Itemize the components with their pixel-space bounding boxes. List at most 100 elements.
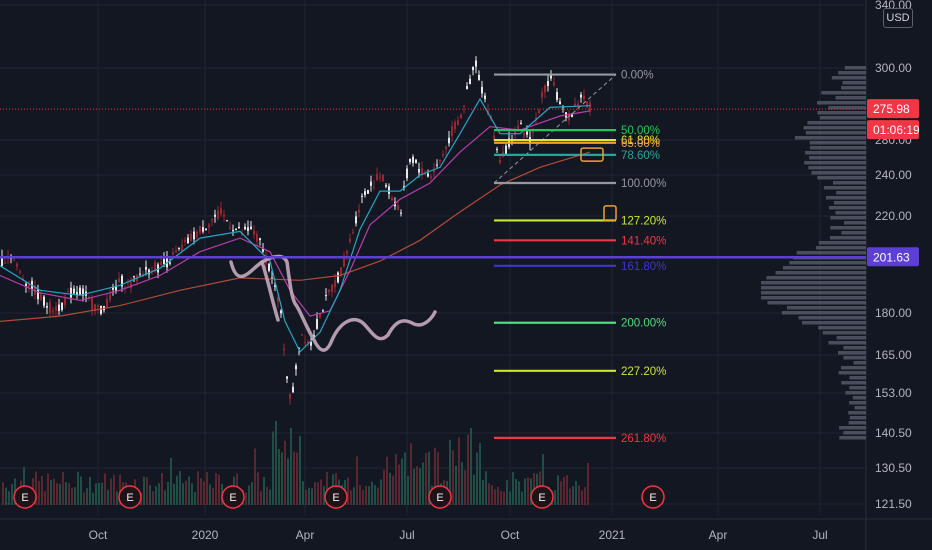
- price-tick-label: 153.00: [875, 386, 912, 400]
- profile-bar: [761, 281, 866, 285]
- price-axis[interactable]: 340.00300.00280.00240.00220.00180.00165.…: [875, 0, 912, 511]
- volume-bar: [188, 476, 190, 505]
- volume-bar: [191, 483, 193, 505]
- candle-body: [94, 304, 96, 312]
- volume-bar: [173, 483, 175, 505]
- profile-bar: [822, 331, 866, 335]
- volume-bar: [35, 471, 37, 505]
- candle-body: [571, 114, 573, 117]
- candle-body: [343, 255, 345, 267]
- time-axis[interactable]: Oct 2020 Apr Jul Oct 2021 Apr Jul: [89, 528, 828, 542]
- earnings-marker[interactable]: E: [221, 485, 245, 509]
- fib-level-label: 0.00%: [621, 70, 654, 82]
- profile-bar: [815, 246, 866, 250]
- earnings-marker[interactable]: E: [530, 485, 554, 509]
- profile-bar: [816, 101, 866, 105]
- candle-body: [481, 86, 483, 94]
- candle-body: [406, 168, 408, 179]
- volume-bar: [56, 483, 58, 505]
- earnings-marker-circle: [221, 485, 245, 509]
- candle-body: [382, 174, 384, 182]
- profile-bar: [804, 151, 866, 155]
- time-tick-label: Jul: [399, 528, 414, 542]
- profile-bar: [836, 336, 866, 340]
- candle-body: [364, 191, 366, 196]
- candle-body: [418, 168, 420, 173]
- profile-bar: [817, 111, 866, 115]
- volume-bar: [482, 479, 484, 505]
- volume-bar: [503, 491, 505, 505]
- volume-bar: [116, 491, 118, 505]
- candle-body: [16, 263, 18, 267]
- earnings-marker[interactable]: E: [324, 485, 348, 509]
- volume-bar: [95, 483, 97, 505]
- profile-bar: [848, 421, 866, 425]
- volume-bar: [587, 462, 589, 505]
- volume-bar: [251, 482, 253, 505]
- candle-body: [469, 78, 471, 85]
- volume-bar: [521, 491, 523, 505]
- volume-bar: [2, 482, 4, 505]
- volume-bar: [578, 485, 580, 505]
- candle-body: [430, 176, 432, 178]
- volume-bar: [464, 469, 466, 505]
- earnings-marker[interactable]: E: [118, 485, 142, 509]
- candle-body: [316, 319, 318, 329]
- horizontal-lines[interactable]: [0, 108, 866, 259]
- currency-button[interactable]: USD: [883, 8, 913, 28]
- price-labels: 275.98 01:06:19 201.63: [867, 99, 920, 267]
- candle-body: [67, 291, 69, 293]
- fib-target-box: [580, 147, 604, 162]
- candle-body: [193, 231, 195, 240]
- volume-bar: [470, 427, 472, 505]
- fib-level-label: 78.60%: [621, 150, 660, 162]
- time-tick-label: Jul: [812, 528, 827, 542]
- price-label-badge: [867, 120, 919, 140]
- volume-bar: [542, 453, 544, 505]
- volume-bar: [248, 485, 250, 505]
- candle-body: [214, 214, 216, 217]
- candle-body: [472, 66, 474, 71]
- earnings-marker[interactable]: E: [641, 485, 665, 509]
- candle-body: [208, 224, 210, 228]
- moving-averages: [0, 97, 591, 353]
- profile-bar: [854, 406, 866, 410]
- profile-bar: [828, 341, 866, 345]
- price-label-badge: [867, 247, 919, 267]
- profile-bar: [849, 401, 866, 405]
- earnings-marker[interactable]: E: [428, 485, 452, 509]
- volume-bar: [74, 487, 76, 505]
- candle-body: [151, 272, 153, 274]
- profile-bar: [818, 326, 866, 330]
- candle-body: [280, 310, 282, 314]
- volume-bar: [458, 437, 460, 505]
- volume-bar: [563, 476, 565, 505]
- price-label-text: 201.63: [873, 250, 910, 264]
- candle-body: [247, 227, 249, 231]
- candle-body: [118, 278, 120, 283]
- profile-bar: [808, 166, 866, 170]
- volume-bar: [155, 486, 157, 505]
- volume-bar: [425, 452, 427, 505]
- profile-bar: [839, 426, 866, 430]
- volume-bar: [353, 487, 355, 505]
- candle-body: [97, 305, 99, 307]
- volume-bar: [296, 452, 298, 505]
- candle-body: [58, 304, 60, 311]
- price-tick-label: 240.00: [875, 168, 912, 182]
- earnings-marker[interactable]: E: [13, 485, 37, 509]
- fibonacci-retracement[interactable]: 0.00% 50.00%61.80%65.00%78.60% 100.00% 127.…: [493, 70, 666, 445]
- candle-body: [199, 226, 201, 233]
- volume-bar: [281, 452, 283, 505]
- volume-bar: [104, 473, 106, 505]
- volume-bar: [395, 454, 397, 505]
- candle-body: [181, 244, 183, 251]
- volume-bar: [308, 487, 310, 505]
- volume-bar: [500, 490, 502, 505]
- candle-body: [523, 133, 525, 138]
- candle-body: [196, 231, 198, 238]
- candle-body: [76, 292, 78, 295]
- candle-body: [448, 137, 450, 144]
